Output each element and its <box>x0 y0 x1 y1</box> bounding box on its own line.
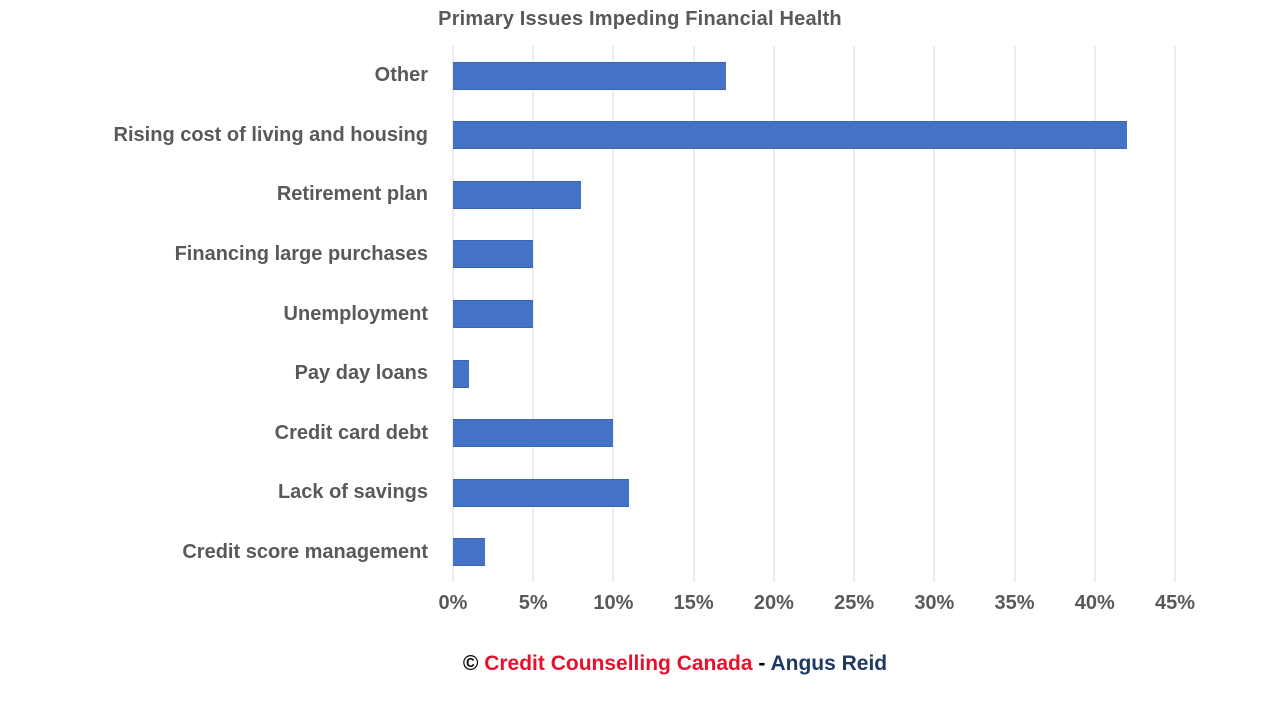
x-tick-label: 0% <box>438 592 468 614</box>
chart-title: Primary Issues Impeding Financial Health <box>438 8 842 30</box>
gridline <box>532 46 534 582</box>
gridline <box>1014 46 1016 582</box>
bar-rows <box>453 46 1175 582</box>
x-tick-label: 30% <box>914 592 955 614</box>
bar-row <box>453 344 1175 404</box>
x-tick-label: 25% <box>834 592 875 614</box>
bar-row <box>453 225 1175 285</box>
x-tick-label: 5% <box>518 592 548 614</box>
x-tick-label: 40% <box>1074 592 1115 614</box>
bar-row <box>453 403 1175 463</box>
category-label: Lack of savings <box>277 481 428 504</box>
bar <box>453 121 1127 150</box>
footer-separator: - <box>758 652 766 675</box>
x-tick-label: 20% <box>753 592 794 614</box>
x-tick-label: 15% <box>673 592 714 614</box>
bar-row <box>453 165 1175 225</box>
bar-row <box>453 284 1175 344</box>
category-label: Other <box>374 64 428 87</box>
gridline <box>612 46 614 582</box>
footer-source: Credit Counselling Canada <box>484 652 753 675</box>
category-label: Credit card debt <box>274 421 428 444</box>
bar <box>453 61 726 90</box>
bar <box>453 300 534 329</box>
category-label: Pay day loans <box>294 362 428 385</box>
footer-attribution: Angus Reid <box>770 652 888 675</box>
gridline <box>853 46 855 582</box>
bar-row <box>453 106 1175 166</box>
bar-row <box>453 46 1175 106</box>
x-axis: 0% 5% 10% 15% 20% 25% 30% 35% 40% 45% <box>439 592 1195 622</box>
bar <box>453 180 582 209</box>
gridline <box>1174 46 1176 582</box>
bar <box>453 359 470 388</box>
bar <box>453 419 614 448</box>
category-axis: Other Rising cost of living and housing … <box>0 46 428 582</box>
plot-area <box>452 46 1176 582</box>
bar <box>453 240 534 269</box>
x-tick-label: 35% <box>994 592 1035 614</box>
copyright-icon: © <box>462 652 479 675</box>
attribution-footer: © Credit Counselling Canada - Angus Reid <box>35 652 1280 676</box>
category-label: Credit score management <box>182 540 428 563</box>
category-label: Retirement plan <box>276 183 428 206</box>
bar <box>453 538 486 567</box>
gridline <box>1094 46 1096 582</box>
bar <box>453 478 630 507</box>
gridline <box>693 46 695 582</box>
category-label: Unemployment <box>283 302 428 325</box>
category-label: Financing large purchases <box>174 242 428 265</box>
gridline <box>773 46 775 582</box>
gridline <box>933 46 935 582</box>
x-tick-label: 10% <box>593 592 634 614</box>
x-tick-label: 45% <box>1154 592 1196 614</box>
bar-row <box>453 523 1175 583</box>
category-label: Rising cost of living and housing <box>113 123 428 146</box>
bar-row <box>453 463 1175 523</box>
